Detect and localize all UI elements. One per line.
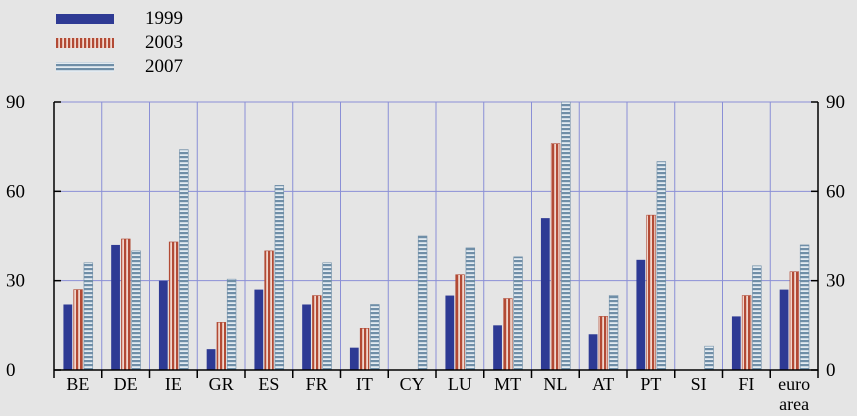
bar-BE-2007 [83, 262, 94, 371]
category-label-IE: IE [165, 374, 182, 394]
bar-DE-1999 [111, 244, 120, 370]
y-tick-label-right: 60 [826, 181, 845, 202]
y-tick-label-right: 30 [826, 271, 845, 292]
category-label-PT: PT [640, 374, 661, 394]
bar-AT-2007 [608, 295, 619, 371]
category-label-NL: NL [543, 374, 567, 394]
legend-swatch-2007 [56, 62, 114, 72]
bar-GR-2003 [216, 322, 227, 371]
bar-LU-1999 [445, 295, 455, 370]
bar-euro-area-2007 [799, 244, 810, 371]
bar-FR-2007 [322, 262, 332, 371]
bar-MT-2003 [503, 298, 513, 371]
bar-PT-2007 [656, 161, 667, 371]
legend-swatch-2003 [56, 38, 114, 48]
category-label-ES: ES [258, 374, 279, 394]
category-label-euro-area: area [779, 394, 809, 414]
bar-PT-2003 [646, 214, 656, 371]
bar-FR-1999 [302, 304, 311, 370]
bar-LU-2003 [455, 274, 465, 371]
legend-label-2003: 2003 [145, 32, 183, 53]
bar-FI-1999 [731, 316, 741, 370]
bar-AT-1999 [588, 334, 598, 370]
y-tick-label-left: 30 [6, 271, 25, 292]
bar-IE-2007 [179, 149, 189, 371]
category-label-SI: SI [691, 374, 707, 394]
bar-DE-2007 [131, 250, 141, 371]
bar-NL-2007 [561, 101, 571, 371]
y-tick-label-right: 90 [826, 92, 845, 113]
bar-NL-2003 [550, 143, 561, 371]
category-label-MT: MT [494, 374, 521, 394]
bar-DE-2003 [121, 238, 131, 371]
bar-PT-1999 [636, 259, 646, 370]
bar-euro-area-1999 [779, 289, 789, 370]
category-label-euro-area: euro [778, 374, 810, 394]
bar-IE-1999 [158, 280, 168, 370]
bar-IT-2007 [370, 304, 380, 371]
bar-euro-area-2003 [789, 271, 800, 371]
legend-label-1999: 1999 [145, 8, 183, 29]
bar-GR-1999 [206, 349, 216, 370]
bar-FR-2003 [312, 295, 322, 371]
category-label-CY: CY [400, 374, 425, 394]
y-tick-label-right: 0 [826, 360, 836, 381]
category-label-IT: IT [356, 374, 373, 394]
bar-IT-2003 [359, 328, 370, 371]
bar-NL-1999 [540, 218, 550, 370]
bar-IE-2003 [168, 241, 179, 371]
labels: 0 0 30 30 60 60 90 90 BE DE IE GR ES FR IT CY LU MT NL AT PT… [6, 92, 845, 414]
bar-CY-2007 [417, 235, 428, 371]
bar-BE-2003 [73, 289, 83, 371]
axes [53, 101, 819, 378]
bar-ES-2003 [264, 250, 274, 371]
bar-FI-2007 [752, 265, 762, 371]
legend-label-2007: 2007 [145, 56, 183, 77]
bar-IT-1999 [349, 347, 359, 370]
legend-swatch-1999 [56, 14, 114, 24]
category-label-AT: AT [592, 374, 614, 394]
bar-ES-2007 [274, 185, 285, 371]
bar-AT-2003 [598, 316, 609, 371]
bar-SI-2007 [704, 345, 714, 371]
category-label-FI: FI [738, 374, 754, 394]
bar-LU-2007 [465, 247, 476, 371]
bars [63, 101, 810, 371]
bar-GR-2007 [226, 278, 237, 371]
bar-BE-1999 [63, 304, 73, 370]
category-label-LU: LU [448, 374, 472, 394]
bar-ES-1999 [254, 289, 264, 370]
category-label-FR: FR [306, 374, 328, 394]
bar-FI-2003 [741, 295, 752, 371]
legend: 1999 2003 2007 [56, 8, 183, 77]
gridlines [54, 101, 818, 370]
y-tick-label-left: 90 [6, 92, 25, 113]
y-tick-label-left: 60 [6, 181, 25, 202]
y-tick-label-left: 0 [6, 360, 16, 381]
bar-MT-1999 [493, 325, 502, 370]
category-label-DE: DE [114, 374, 138, 394]
bar-MT-2007 [513, 256, 523, 371]
category-label-GR: GR [209, 374, 234, 394]
category-label-BE: BE [66, 374, 89, 394]
